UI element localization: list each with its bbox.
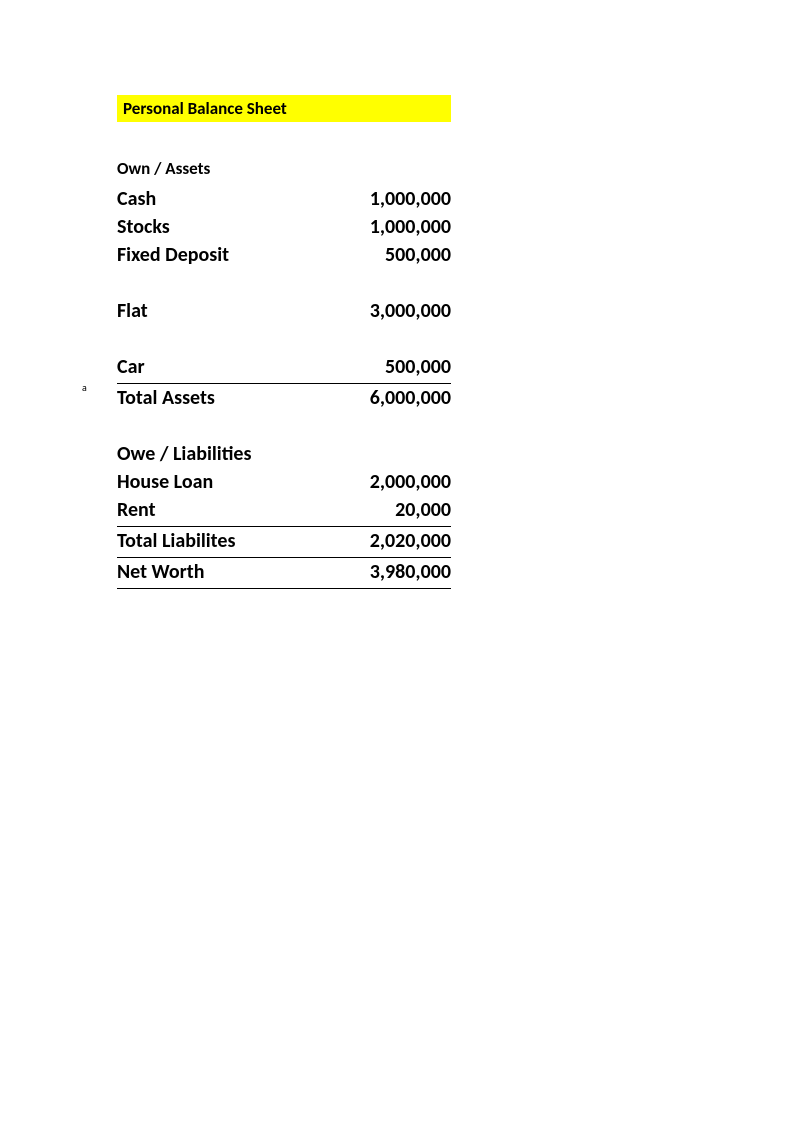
- total-liabilities-row: Total Liabilites 2,020,000: [117, 527, 451, 558]
- asset-value: 3,000,000: [370, 297, 451, 325]
- asset-label: Stocks: [117, 213, 170, 241]
- asset-value: 500,000: [385, 241, 451, 269]
- spacer: [117, 269, 502, 297]
- title-bar: Personal Balance Sheet: [117, 95, 451, 122]
- asset-row-fixed-deposit: Fixed Deposit 500,000: [117, 241, 451, 269]
- asset-value: 1,000,000: [370, 185, 451, 213]
- total-liabilities-value: 2,020,000: [370, 527, 451, 555]
- asset-row-stocks: Stocks 1,000,000: [117, 213, 451, 241]
- total-assets-label: Total Assets: [117, 384, 215, 412]
- asset-value: 500,000: [385, 353, 451, 381]
- liability-label: House Loan: [117, 468, 213, 496]
- page-title: Personal Balance Sheet: [123, 98, 287, 119]
- balance-sheet-container: Personal Balance Sheet Own / Assets Cash…: [117, 95, 502, 589]
- net-worth-value: 3,980,000: [370, 558, 451, 586]
- liability-value: 20,000: [395, 496, 451, 524]
- assets-header: Own / Assets: [117, 158, 502, 179]
- net-worth-label: Net Worth: [117, 558, 204, 586]
- liabilities-header-row: Owe / Liabilities: [117, 440, 451, 468]
- asset-value: 1,000,000: [370, 213, 451, 241]
- total-assets-row: Total Assets 6,000,000: [117, 384, 451, 412]
- asset-label: Fixed Deposit: [117, 241, 229, 269]
- asset-row-cash: Cash 1,000,000: [117, 185, 451, 213]
- liability-value: 2,000,000: [370, 468, 451, 496]
- spacer: [117, 325, 502, 353]
- liability-label: Rent: [117, 496, 156, 524]
- net-worth-row: Net Worth 3,980,000: [117, 558, 451, 589]
- asset-row-flat: Flat 3,000,000: [117, 297, 451, 325]
- asset-label: Cash: [117, 185, 156, 213]
- total-liabilities-label: Total Liabilites: [117, 527, 235, 555]
- spacer: [117, 412, 502, 440]
- asset-label: Car: [117, 353, 145, 381]
- margin-note: a: [82, 381, 87, 394]
- asset-row-car: Car 500,000: [117, 353, 451, 384]
- asset-label: Flat: [117, 297, 148, 325]
- liability-row-rent: Rent 20,000: [117, 496, 451, 527]
- total-assets-value: 6,000,000: [370, 384, 451, 412]
- liability-row-house-loan: House Loan 2,000,000: [117, 468, 451, 496]
- liabilities-header: Owe / Liabilities: [117, 440, 251, 468]
